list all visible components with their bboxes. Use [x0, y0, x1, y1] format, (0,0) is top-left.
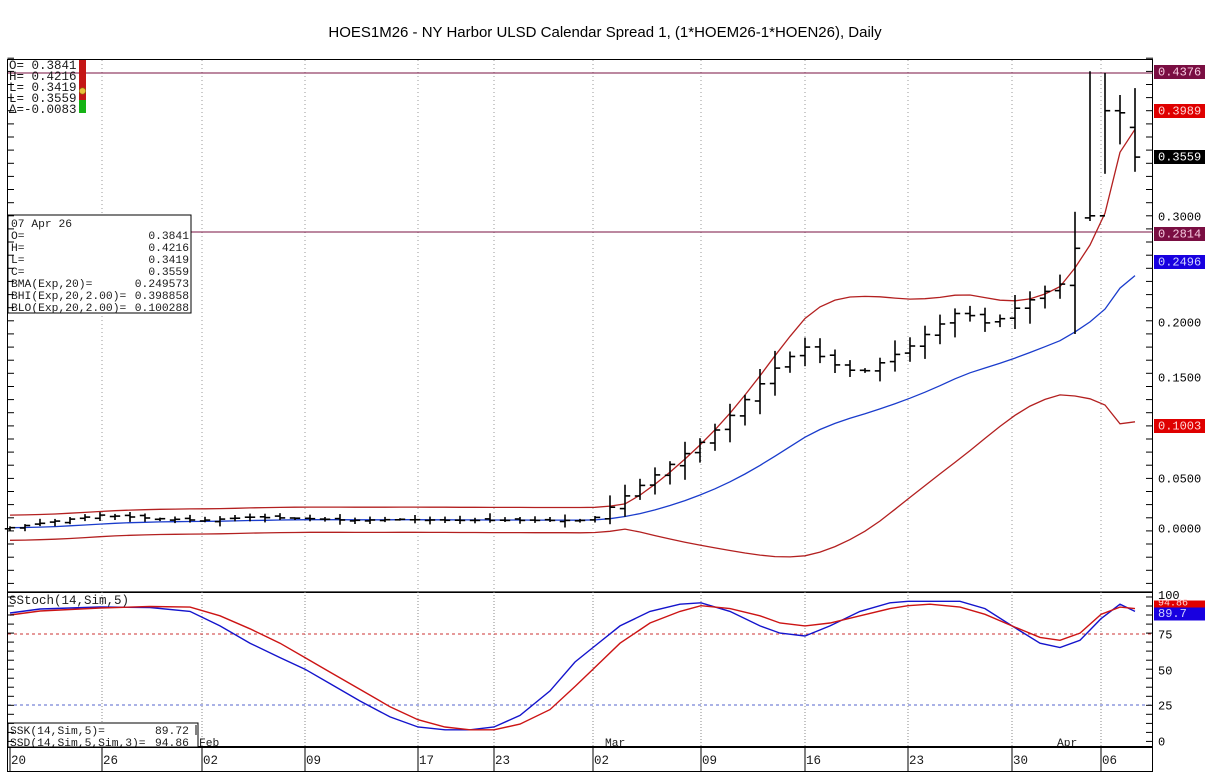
- svg-text:89.72: 89.72: [155, 726, 189, 738]
- svg-text:0.1500: 0.1500: [1158, 372, 1201, 386]
- svg-text:02: 02: [594, 754, 609, 768]
- svg-text:Δ=-0.0083: Δ=-0.0083: [9, 103, 77, 117]
- svg-text:02: 02: [203, 754, 218, 768]
- svg-text:09: 09: [702, 754, 717, 768]
- svg-text:30: 30: [1013, 754, 1028, 768]
- svg-text:0.249573: 0.249573: [135, 279, 189, 291]
- svg-text:0.3559: 0.3559: [148, 267, 189, 279]
- svg-text:0.3559: 0.3559: [1158, 151, 1201, 165]
- svg-text:L=: L=: [11, 255, 25, 267]
- svg-text:0.0500: 0.0500: [1158, 473, 1201, 487]
- svg-text:0.3419: 0.3419: [148, 255, 189, 267]
- svg-text:H=: H=: [11, 243, 25, 255]
- svg-text:SSK(14,Sim,5)=: SSK(14,Sim,5)=: [10, 726, 105, 738]
- svg-text:0.100288: 0.100288: [135, 303, 189, 315]
- svg-text:0.2814: 0.2814: [1158, 228, 1201, 242]
- svg-text:0.3841: 0.3841: [148, 231, 189, 243]
- svg-text:0.1003: 0.1003: [1158, 420, 1201, 434]
- svg-text:25: 25: [1158, 700, 1172, 714]
- svg-text:0.398858: 0.398858: [135, 291, 189, 303]
- svg-text:50: 50: [1158, 665, 1172, 679]
- svg-text:06: 06: [1102, 754, 1117, 768]
- svg-text:BHI(Exp,20,2.00)=: BHI(Exp,20,2.00)=: [11, 291, 126, 303]
- svg-text:BMA(Exp,20)=: BMA(Exp,20)=: [11, 279, 93, 291]
- svg-text:75: 75: [1158, 629, 1172, 643]
- svg-text:SStoch(14,Sim,5): SStoch(14,Sim,5): [9, 594, 129, 608]
- svg-text:0.3989: 0.3989: [1158, 105, 1201, 119]
- svg-text:26: 26: [103, 754, 118, 768]
- svg-text:BLO(Exp,20,2.00)=: BLO(Exp,20,2.00)=: [11, 303, 126, 315]
- svg-text:20: 20: [11, 754, 26, 768]
- svg-text:0.4376: 0.4376: [1158, 66, 1201, 80]
- svg-text:0.0000: 0.0000: [1158, 523, 1201, 537]
- svg-text:0.4216: 0.4216: [148, 243, 189, 255]
- svg-text:O=: O=: [11, 231, 25, 243]
- svg-text:09: 09: [306, 754, 321, 768]
- svg-text:16: 16: [806, 754, 821, 768]
- svg-text:0.2496: 0.2496: [1158, 256, 1201, 270]
- svg-text:0.3000: 0.3000: [1158, 211, 1201, 225]
- svg-text:23: 23: [495, 754, 510, 768]
- svg-text:0: 0: [1158, 736, 1165, 750]
- svg-text:17: 17: [419, 754, 434, 768]
- svg-text:89.7: 89.7: [1158, 607, 1187, 621]
- svg-text:0.2000: 0.2000: [1158, 317, 1201, 331]
- svg-text:23: 23: [909, 754, 924, 768]
- svg-text:07 Apr 26: 07 Apr 26: [11, 219, 72, 231]
